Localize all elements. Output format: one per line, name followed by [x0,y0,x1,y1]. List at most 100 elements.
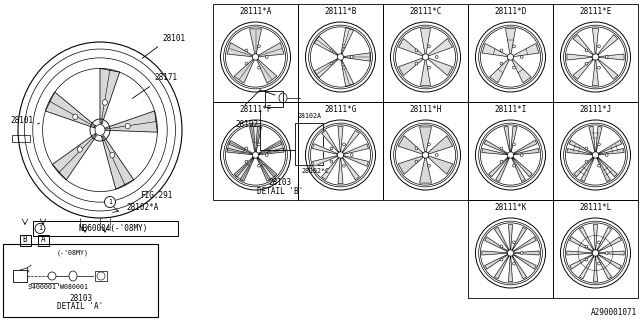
Polygon shape [599,148,624,155]
Polygon shape [106,111,157,132]
Polygon shape [598,157,617,177]
Text: 28111*J: 28111*J [579,105,612,114]
Polygon shape [398,136,423,154]
Ellipse shape [73,114,78,120]
Ellipse shape [415,160,418,163]
Text: 1: 1 [108,199,112,205]
Polygon shape [598,237,621,252]
Bar [295,123,323,165]
Text: FIG.291: FIG.291 [140,191,172,200]
Polygon shape [314,36,338,55]
Polygon shape [514,251,539,255]
Ellipse shape [415,49,418,52]
Polygon shape [312,156,337,166]
Polygon shape [513,140,537,154]
Ellipse shape [245,147,248,150]
Polygon shape [593,224,598,250]
Text: A: A [41,236,45,244]
Polygon shape [573,35,593,55]
Polygon shape [570,254,593,269]
Ellipse shape [257,66,260,69]
Polygon shape [513,254,536,269]
Ellipse shape [500,147,503,150]
Polygon shape [599,251,624,255]
Ellipse shape [598,164,600,167]
Ellipse shape [508,152,514,158]
Ellipse shape [593,250,598,256]
Polygon shape [482,44,508,57]
Polygon shape [513,157,532,177]
Ellipse shape [585,49,588,52]
Ellipse shape [428,143,430,146]
Ellipse shape [350,56,353,59]
Polygon shape [593,60,598,85]
Ellipse shape [585,62,588,65]
Ellipse shape [330,147,333,150]
Polygon shape [227,148,252,155]
Polygon shape [257,59,277,83]
Ellipse shape [500,49,503,52]
Ellipse shape [245,49,248,52]
Circle shape [35,223,45,234]
Ellipse shape [605,252,608,254]
Polygon shape [428,58,452,76]
Bar [33,221,178,236]
Polygon shape [342,158,359,180]
Text: 28171: 28171 [154,73,177,82]
Bar [468,4,553,102]
Bar [213,102,298,200]
Polygon shape [598,35,618,55]
Bar [265,91,283,107]
Polygon shape [598,254,621,269]
Polygon shape [259,141,282,154]
Polygon shape [512,256,527,279]
Polygon shape [580,158,594,181]
Polygon shape [428,136,452,154]
Ellipse shape [598,143,600,146]
Ellipse shape [513,143,515,146]
Polygon shape [484,254,508,269]
Bar [298,4,383,102]
Polygon shape [495,256,509,279]
Polygon shape [338,158,343,184]
Text: 28111*G: 28111*G [324,105,356,114]
Polygon shape [252,127,259,143]
Polygon shape [314,59,338,78]
Polygon shape [227,142,244,153]
Ellipse shape [585,160,588,163]
Ellipse shape [422,152,429,158]
Bar [553,4,638,102]
Polygon shape [261,164,275,180]
Text: 28102*A: 28102*A [126,203,158,212]
Ellipse shape [422,54,429,60]
Polygon shape [236,164,250,180]
Polygon shape [258,157,277,177]
Polygon shape [257,158,271,181]
Polygon shape [593,257,598,282]
Polygon shape [399,58,423,76]
Polygon shape [52,134,97,180]
Polygon shape [484,237,508,252]
Text: DETAIL 'A': DETAIL 'A' [58,302,104,311]
Text: 1: 1 [38,226,42,231]
Ellipse shape [337,152,344,158]
Polygon shape [341,28,353,54]
Bar [213,4,298,102]
Ellipse shape [257,45,260,48]
Text: 28103: 28103 [69,294,92,303]
Ellipse shape [110,152,115,158]
Polygon shape [512,227,527,250]
Text: 28111*B: 28111*B [324,6,356,15]
Polygon shape [240,158,254,181]
Ellipse shape [245,62,248,65]
Ellipse shape [520,252,523,254]
Polygon shape [484,140,508,154]
Ellipse shape [245,160,248,163]
Ellipse shape [266,56,268,59]
Polygon shape [598,59,618,79]
Bar [3,244,158,317]
Ellipse shape [415,147,418,150]
Polygon shape [567,148,592,155]
Ellipse shape [330,62,333,65]
Polygon shape [596,126,602,152]
